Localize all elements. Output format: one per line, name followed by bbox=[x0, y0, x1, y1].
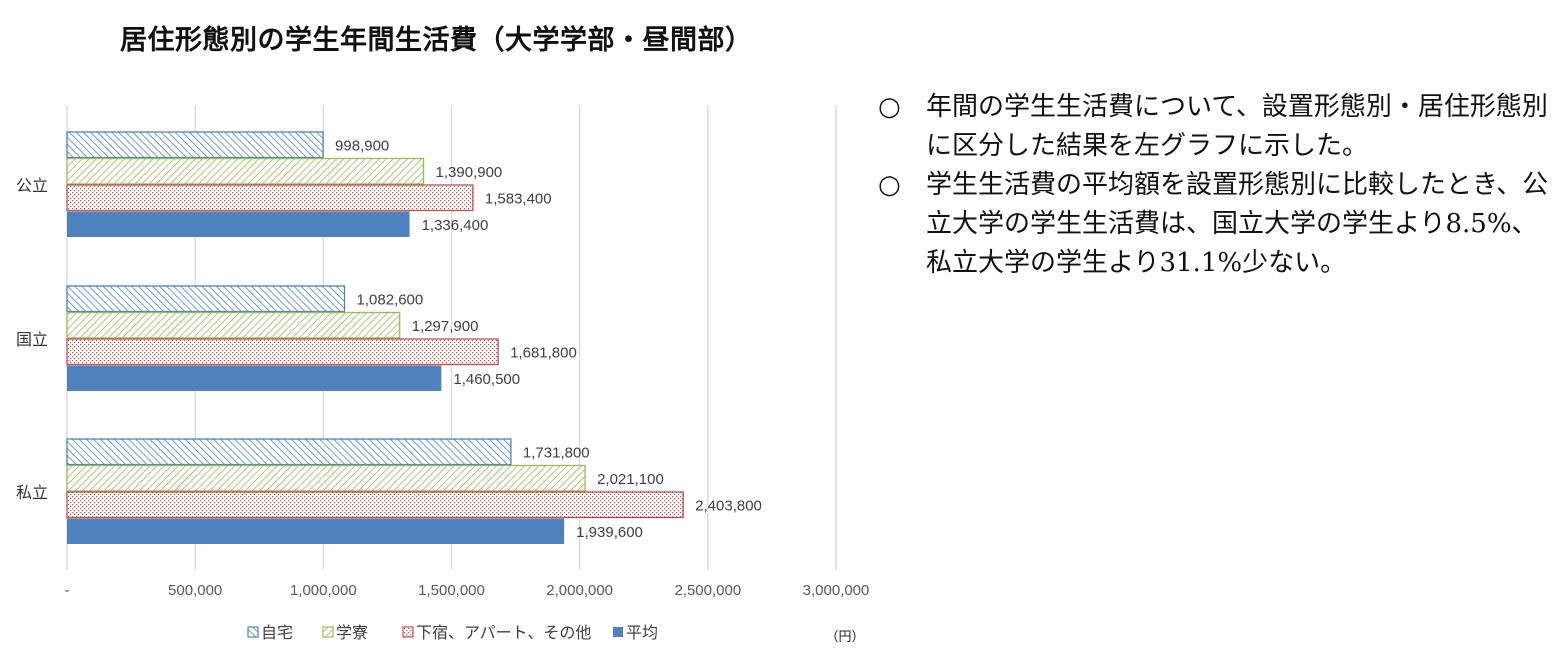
data-label: 1,939,600 bbox=[576, 524, 643, 541]
bar-平均 bbox=[67, 518, 565, 544]
chart-title: 居住形態別の学生年間生活費（大学学部・昼間部） bbox=[120, 25, 753, 56]
x-tick-label: 2,000,000 bbox=[546, 582, 613, 599]
note-text: 年間の学生生活費について、設置形態別・居住形態別に区分した結果を左グラフに示した… bbox=[926, 92, 1548, 161]
category-label: 国立 bbox=[16, 331, 48, 349]
bar-学寮 bbox=[66, 464, 586, 492]
legend-swatch bbox=[402, 626, 414, 638]
legend-label: 自宅 bbox=[261, 624, 293, 642]
bar-自宅 bbox=[66, 285, 346, 313]
data-label: 1,460,500 bbox=[453, 371, 520, 388]
category-label: 公立 bbox=[16, 177, 48, 195]
bar-学寮 bbox=[66, 157, 425, 185]
bar-下宿、アパート、その他 bbox=[66, 338, 499, 366]
bar-平均 bbox=[67, 211, 410, 237]
bar-自宅 bbox=[66, 131, 324, 159]
legend-swatch bbox=[613, 627, 623, 637]
x-tick-label: 500,000 bbox=[168, 582, 222, 599]
x-tick-label: - bbox=[65, 582, 70, 599]
legend-swatch bbox=[247, 626, 259, 638]
data-label: 1,336,400 bbox=[422, 217, 489, 234]
legend-label: 下宿、アパート、その他 bbox=[416, 624, 591, 642]
x-tick-label: 1,000,000 bbox=[290, 582, 357, 599]
x-tick-label: 2,500,000 bbox=[674, 582, 741, 599]
data-label: 1,681,800 bbox=[510, 344, 577, 361]
note-item: ○ 年間の学生生活費について、設置形態別・居住形態別に区分した結果を左グラフに示… bbox=[878, 88, 1558, 166]
data-label: 2,403,800 bbox=[695, 497, 762, 514]
bar-自宅 bbox=[66, 438, 512, 466]
bar-下宿、アパート、その他 bbox=[66, 184, 474, 212]
data-label: 1,082,600 bbox=[357, 291, 424, 308]
note-item: ○ 学生生活費の平均額を設置形態別に比較したとき、公立大学の学生生活費は、国立大… bbox=[878, 166, 1558, 283]
data-label: 2,021,100 bbox=[597, 471, 664, 488]
x-tick-label: 3,000,000 bbox=[803, 582, 870, 599]
legend-label: 平均 bbox=[626, 624, 658, 642]
legend-label: 学寮 bbox=[336, 624, 368, 642]
data-label: 1,297,900 bbox=[412, 318, 479, 335]
legend-swatch bbox=[322, 626, 334, 638]
data-label: 998,900 bbox=[335, 137, 389, 154]
bar-学寮 bbox=[66, 311, 401, 339]
notes: ○ 年間の学生生活費について、設置形態別・居住形態別に区分した結果を左グラフに示… bbox=[878, 88, 1558, 283]
bar-下宿、アパート、その他 bbox=[66, 491, 684, 519]
unit-label: （円） bbox=[825, 629, 864, 644]
circle-bullet: ○ bbox=[878, 92, 901, 122]
circle-bullet: ○ bbox=[878, 170, 901, 200]
data-label: 1,390,900 bbox=[436, 164, 503, 181]
category-label: 私立 bbox=[16, 484, 48, 502]
data-label: 1,583,400 bbox=[485, 190, 552, 207]
x-tick-label: 1,500,000 bbox=[418, 582, 485, 599]
note-text: 学生生活費の平均額を設置形態別に比較したとき、公立大学の学生生活費は、国立大学の… bbox=[926, 170, 1549, 278]
bar-chart: 998,900 1,390,900 1,583,400 1,336,400 1,082,… bbox=[16, 105, 870, 644]
data-label: 1,731,800 bbox=[523, 444, 590, 461]
bar-平均 bbox=[67, 365, 442, 391]
